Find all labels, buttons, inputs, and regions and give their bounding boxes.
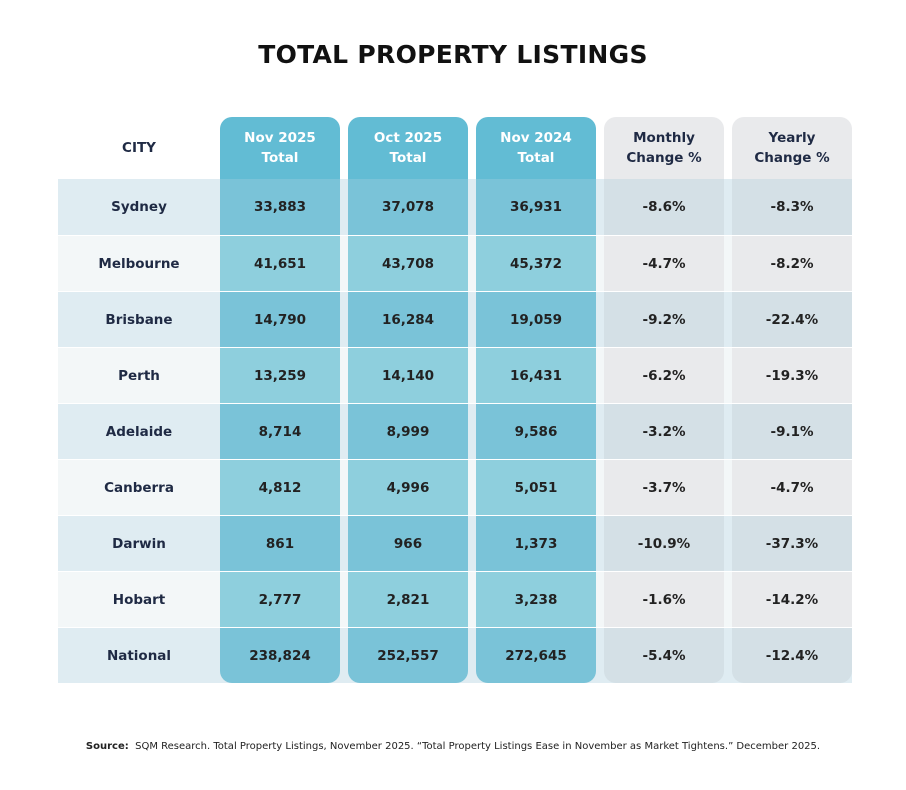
value-cell: -19.3% (732, 348, 852, 403)
city-cell: Perth (118, 367, 160, 384)
value-cell: 4,812 (220, 460, 340, 515)
value-cell: 1,373 (476, 516, 596, 571)
table-row: Sydney 33,883 37,078 36,931 -8.6% -8.3% (58, 179, 852, 235)
value-cell: 2,777 (220, 572, 340, 627)
city-cell: Adelaide (105, 423, 173, 440)
value-cell: 238,824 (220, 628, 340, 683)
city-cell: Sydney (111, 199, 167, 215)
page-title: TOTAL PROPERTY LISTINGS (258, 40, 648, 69)
value-cell: 16,284 (348, 292, 468, 347)
city-cell: National (106, 647, 172, 664)
value-cell: -9.1% (732, 404, 852, 459)
value-cell: 45,372 (476, 236, 596, 291)
column-header: Yearly Change % (732, 117, 852, 179)
value-cell: 43,708 (348, 236, 468, 291)
value-cell: 13,259 (220, 348, 340, 403)
value-cell: 4,996 (348, 460, 468, 515)
value-cell: -4.7% (604, 236, 724, 291)
city-cell: Brisbane (105, 311, 173, 328)
value-cell: -14.2% (732, 572, 852, 627)
city-cell: Darwin (112, 535, 166, 552)
value-cell: 272,645 (476, 628, 596, 683)
value-cell: -9.2% (604, 292, 724, 347)
value-cell: -6.2% (604, 348, 724, 403)
value-cell: -22.4% (732, 292, 852, 347)
value-cell: 2,821 (348, 572, 468, 627)
value-cell: 16,431 (476, 348, 596, 403)
value-cell: -8.3% (732, 179, 852, 235)
source-label: Source: (85, 741, 129, 752)
value-cell: 36,931 (476, 179, 596, 235)
value-cell: 8,999 (348, 404, 468, 459)
value-cell: 252,557 (348, 628, 468, 683)
table-row: National 238,824 252,557 272,645 -5.4% -12.4% (58, 627, 852, 683)
value-cell: 14,140 (348, 348, 468, 403)
value-cell: -3.7% (604, 460, 724, 515)
column-header: Monthly Change % (604, 117, 724, 179)
value-cell: 37,078 (348, 179, 468, 235)
table-row: Hobart 2,777 2,821 3,238 -1.6% -14.2% (58, 571, 852, 627)
value-cell: -4.7% (732, 460, 852, 515)
table-row: Melbourne 41,651 43,708 45,372 -4.7% -8.2% (58, 235, 852, 291)
value-cell: 19,059 (476, 292, 596, 347)
column-header: Oct 2025 Total (348, 117, 468, 179)
table-row: Canberra 4,812 4,996 5,051 -3.7% -4.7% (58, 459, 852, 515)
value-cell: 8,714 (220, 404, 340, 459)
value-cell: -12.4% (732, 628, 852, 683)
column-header: Nov 2024 Total (476, 117, 596, 179)
value-cell: 14,790 (220, 292, 340, 347)
value-cell: -8.6% (604, 179, 724, 235)
city-cell: Canberra (104, 479, 174, 496)
value-cell: 861 (220, 516, 340, 571)
source-text: SQM Research. Total Property Listings, N… (135, 741, 821, 752)
table-row: Perth 13,259 14,140 16,431 -6.2% -19.3% (58, 347, 852, 403)
value-cell: 33,883 (220, 179, 340, 235)
column-header: Nov 2025 Total (220, 117, 340, 179)
value-cell: 5,051 (476, 460, 596, 515)
city-cell: Melbourne (98, 255, 180, 272)
value-cell: -10.9% (604, 516, 724, 571)
value-cell: -37.3% (732, 516, 852, 571)
value-cell: 3,238 (476, 572, 596, 627)
city-cell: Hobart (112, 591, 166, 608)
header-row: CITY Nov 2025 Total Oct 2025 Total Nov 2024… (58, 117, 852, 179)
value-cell: -5.4% (604, 628, 724, 683)
listings-table: CITY Nov 2025 Total Oct 2025 Total Nov 2024… (58, 117, 852, 683)
source-note: Source: SQM Research. Total Property Lis… (0, 741, 906, 752)
value-cell: 41,651 (220, 236, 340, 291)
value-cell: 9,586 (476, 404, 596, 459)
table-row: Darwin 861 966 1,373 -10.9% -37.3% (58, 515, 852, 571)
value-cell: -3.2% (604, 404, 724, 459)
table-row: Brisbane 14,790 16,284 19,059 -9.2% -22.4% (58, 291, 852, 347)
column-header: CITY (122, 140, 156, 156)
value-cell: -1.6% (604, 572, 724, 627)
table-row: Adelaide 8,714 8,999 9,586 -3.2% -9.1% (58, 403, 852, 459)
value-cell: 966 (348, 516, 468, 571)
value-cell: -8.2% (732, 236, 852, 291)
